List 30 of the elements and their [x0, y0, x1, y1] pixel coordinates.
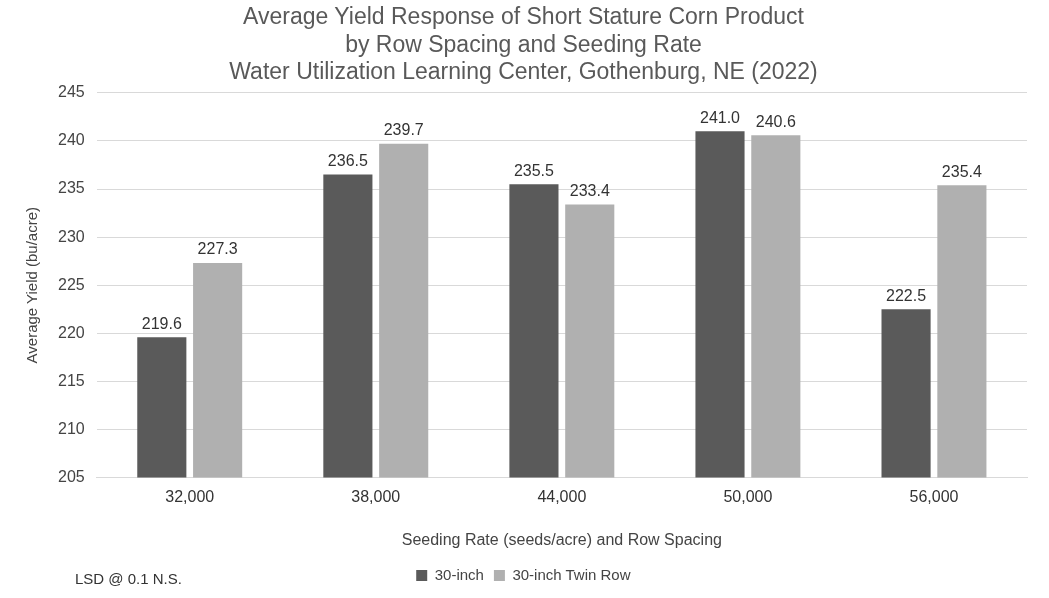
y-tick-label: 240 [57, 131, 85, 149]
data-label: 239.7 [383, 121, 424, 139]
data-label: 219.6 [141, 314, 182, 332]
y-tick-label: 225 [57, 275, 85, 293]
x-tick-label: 32,000 [165, 487, 215, 505]
x-axis-title: Seeding Rate (seeds/acre) and Row Spacing [401, 530, 722, 548]
data-label: 236.5 [327, 151, 368, 169]
text: LSD @ 0.1 N.S. [75, 569, 182, 587]
y-tick-label: 245 [57, 83, 85, 101]
y-tick-label: 235 [57, 179, 85, 197]
data-label: 227.3 [197, 240, 238, 258]
y-axis-title: Average Yield (bu/acre) [23, 206, 41, 364]
data-label: 235.5 [513, 161, 555, 179]
x-tick-label: 56,000 [909, 487, 959, 505]
y-tick-label: 210 [57, 419, 85, 437]
legend-label: 30-inch [434, 565, 484, 583]
x-tick-label: 38,000 [351, 487, 401, 505]
data-label: 222.5 [886, 286, 927, 304]
data-label: 235.4 [941, 162, 982, 180]
y-tick-label: 215 [57, 371, 85, 389]
data-label: 233.4 [569, 181, 610, 199]
x-tick-label: 44,000 [537, 487, 587, 505]
data-label: 240.6 [755, 112, 796, 130]
x-tick-label: 50,000 [723, 487, 773, 505]
y-tick-label: 220 [57, 323, 85, 341]
y-tick-label: 205 [57, 468, 85, 486]
data-label: 241.0 [699, 108, 741, 126]
legend-label: 30-inch Twin Row [512, 565, 631, 583]
chart-title: Average Yield Response of Short Stature Corn Product by Row Spacing and Seeding Rate Water Utilization Learning Center, Gothenburg, NE (2022) [229, 3, 818, 85]
y-tick-label: 230 [57, 227, 85, 245]
